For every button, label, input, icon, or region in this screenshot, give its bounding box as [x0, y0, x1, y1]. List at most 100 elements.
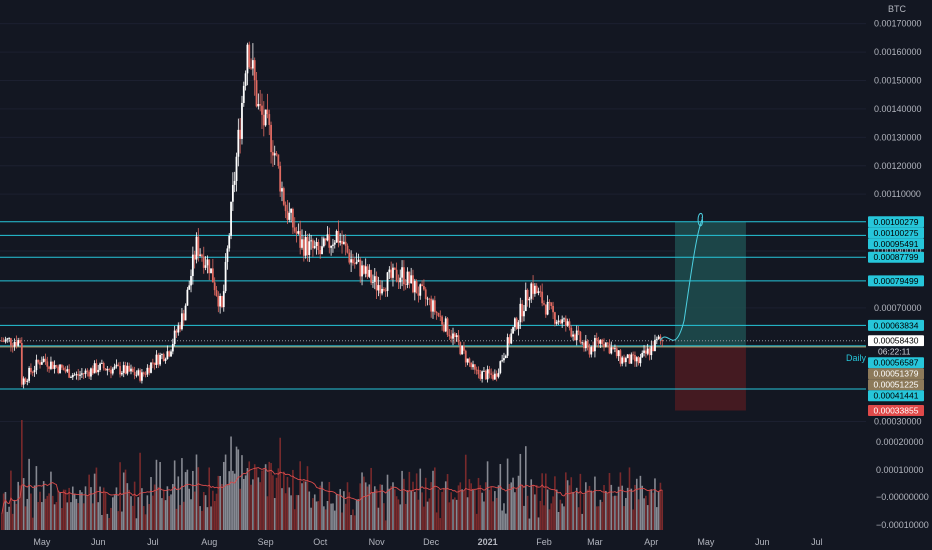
volume-bar	[574, 493, 576, 530]
volume-bar	[364, 482, 367, 530]
candle-body	[459, 342, 462, 355]
candle-body	[637, 357, 640, 364]
volume-bar	[195, 454, 198, 530]
candle-body	[375, 276, 378, 291]
time-axis[interactable]: May Jun Jul Aug Sep Oct Nov Dec 2021 Feb Mar Apr May…	[33, 537, 822, 547]
price-axis[interactable]: BTC 0.00170000 0.00160000 0.00150000 0.0014…	[874, 4, 929, 530]
candle-body	[231, 184, 234, 202]
volume-tick-label: 0.00020000	[876, 437, 924, 447]
price-tick-label: 0.00160000	[874, 47, 922, 57]
candle-body	[273, 153, 276, 156]
candle-body	[335, 231, 338, 243]
price-tag-box	[868, 368, 924, 380]
volume-bar	[317, 501, 320, 530]
volume-bar	[197, 467, 200, 530]
candle-body	[210, 268, 212, 274]
candle-body	[635, 357, 638, 362]
price-tag-box	[868, 390, 924, 402]
volume-bar	[563, 506, 565, 530]
volume-bar	[397, 499, 400, 530]
volume-bar	[346, 482, 349, 530]
candle-body	[262, 114, 265, 126]
candle-body	[124, 365, 127, 374]
candle-body	[195, 236, 198, 260]
month-label: Nov	[369, 537, 386, 547]
volume-bar	[606, 493, 609, 530]
candle-body	[652, 346, 655, 352]
volume-bar	[130, 496, 132, 530]
candles	[0, 41, 664, 389]
candle-body	[493, 373, 496, 380]
volume-bar	[81, 492, 83, 530]
volume-bar	[257, 477, 260, 530]
candle-body	[297, 231, 300, 234]
price-tick-label: 0.00130000	[874, 132, 922, 142]
candle-body	[288, 212, 291, 220]
volume-bar	[182, 501, 185, 530]
volume-bar	[2, 493, 5, 530]
volume-bar	[393, 489, 396, 530]
candle-body	[353, 263, 356, 264]
price-tag-label: 0.00041441	[874, 391, 919, 401]
volume-bar	[30, 493, 32, 530]
volume-bar	[146, 495, 149, 530]
price-tag-box	[868, 251, 924, 263]
candle-body	[463, 345, 465, 351]
month-label: Aug	[201, 537, 217, 547]
candle-body	[597, 340, 600, 344]
volume-bar	[184, 472, 187, 530]
candle-body	[433, 300, 436, 312]
candle-body	[228, 235, 231, 249]
volume-bar	[292, 469, 294, 530]
volume-bar	[242, 478, 245, 530]
volume-bar	[446, 474, 449, 530]
volume-bar	[595, 506, 598, 530]
price-tag-box	[868, 335, 924, 347]
volume-bar	[75, 498, 78, 530]
volume-bar	[33, 485, 36, 530]
volume-bar	[62, 489, 65, 530]
candle-body	[168, 351, 171, 357]
price-tag-label: 0.00056587	[874, 358, 919, 368]
candle-body	[281, 188, 283, 192]
candle-body	[608, 343, 611, 354]
volume-bar	[619, 472, 622, 530]
candle-body	[166, 351, 169, 360]
volume-bar	[323, 506, 325, 530]
volume-bar	[228, 471, 231, 530]
volume-bar	[617, 486, 620, 530]
volume-bar	[152, 495, 154, 530]
candle-body	[626, 354, 629, 359]
candle-body	[444, 318, 447, 332]
candle-body	[102, 362, 105, 369]
volume-bar	[108, 518, 110, 530]
candle-body	[457, 335, 460, 343]
price-tag-label: 0.00079499	[874, 276, 919, 286]
candle-body	[139, 370, 141, 381]
candle-body	[488, 369, 491, 374]
candle-body	[71, 375, 74, 378]
candle-body	[86, 370, 89, 372]
volume-bar	[93, 473, 96, 530]
volume-bar	[330, 503, 332, 530]
candle-body	[91, 368, 94, 374]
candle-body	[222, 291, 225, 308]
candle-body	[435, 311, 438, 313]
volume-bar	[135, 518, 138, 530]
volume-bar	[284, 493, 287, 530]
volume-bar	[414, 491, 416, 530]
volume-bar	[24, 506, 27, 530]
candle-body	[574, 334, 576, 341]
candle-body	[261, 105, 263, 115]
price-tag-box	[868, 227, 924, 239]
candle-body	[17, 340, 20, 346]
candle-body	[184, 305, 187, 321]
volume-bar	[363, 476, 365, 530]
volume-bar	[648, 489, 651, 530]
volume-bar	[99, 486, 101, 530]
candle-body	[341, 240, 343, 245]
candle-body	[30, 367, 32, 373]
volume-bar	[635, 478, 638, 530]
volume-bar	[577, 507, 580, 530]
